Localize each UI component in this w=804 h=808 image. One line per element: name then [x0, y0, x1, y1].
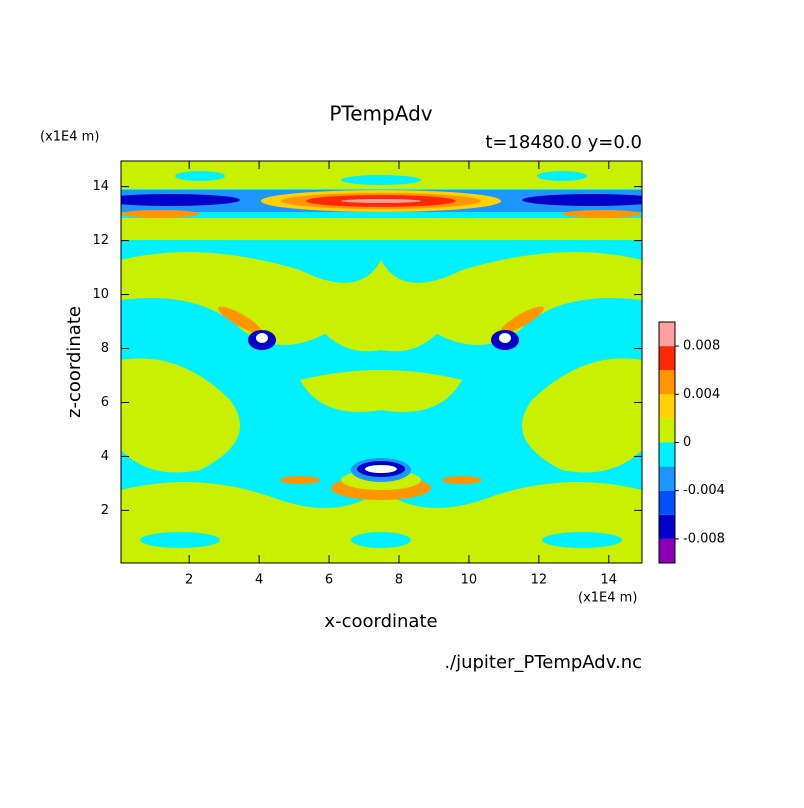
colorbar-band: [659, 514, 675, 539]
x-axis-label: x-coordinate: [324, 611, 437, 632]
x-unit: (x1E4 m): [578, 591, 637, 606]
colorbar-tick-label: -0.004: [683, 483, 725, 498]
colorbar-band: [659, 418, 675, 443]
y-tick-label: 2: [101, 503, 109, 518]
colorbar-tick-label: 0: [683, 435, 691, 450]
colorbar-band: [659, 370, 675, 395]
colorbar-band: [659, 490, 675, 515]
colorbar-tick-label: 0.004: [683, 387, 720, 402]
colorbar-band: [659, 322, 675, 347]
x-tick-label: 2: [185, 573, 193, 588]
chart-title: PTempAdv: [329, 102, 432, 126]
y-tick-label: 12: [92, 233, 109, 248]
contour-field: [121, 161, 642, 563]
colorbar-tick-label: -0.008: [683, 531, 725, 546]
source-label: ./jupiter_PTempAdv.nc: [444, 652, 642, 673]
x-tick-label: 10: [461, 573, 478, 588]
y-tick-label: 14: [92, 179, 109, 194]
y-tick-label: 8: [101, 341, 109, 356]
colorbar-band: [659, 538, 675, 563]
y-tick-label: 4: [101, 449, 109, 464]
colorbar-tick-label: 0.008: [683, 339, 720, 354]
subtitle: t=18480.0 y=0.0: [485, 132, 642, 153]
y-tick-label: 6: [101, 395, 109, 410]
plot-frame: [120, 160, 643, 564]
x-tick-label: 14: [601, 573, 618, 588]
colorbar-band: [659, 442, 675, 467]
colorbar-band: [659, 466, 675, 491]
x-tick-label: 12: [531, 573, 548, 588]
x-tick-label: 6: [325, 573, 333, 588]
y-axis-label: z-coordinate: [64, 306, 85, 418]
y-tick-label: 10: [92, 287, 109, 302]
x-tick-label: 4: [255, 573, 263, 588]
y-unit: (x1E4 m): [40, 130, 99, 145]
x-tick-label: 8: [395, 573, 403, 588]
colorbar-band: [659, 346, 675, 371]
colorbar-band: [659, 394, 675, 419]
